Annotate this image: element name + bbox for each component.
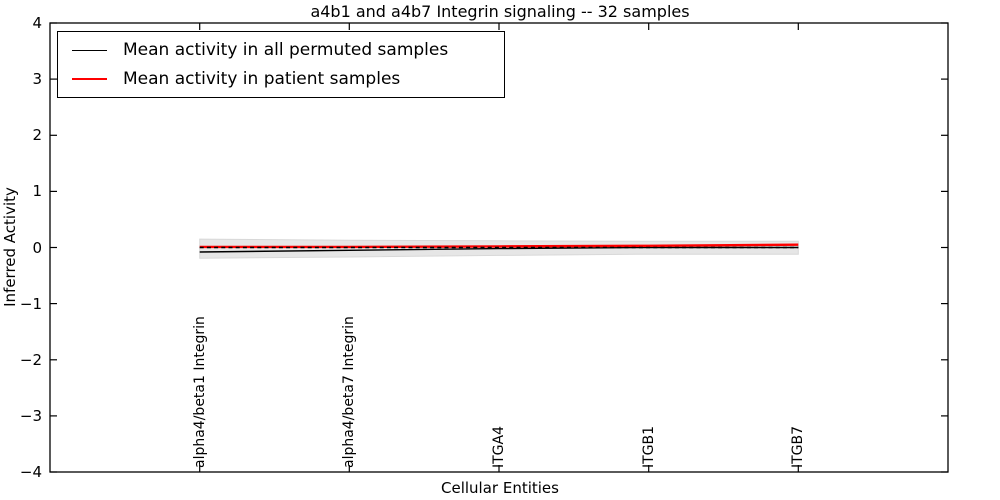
x-tick-label: ITGB7	[790, 425, 806, 468]
chart-title: a4b1 and a4b7 Integrin signaling -- 32 s…	[310, 2, 690, 21]
y-tick-label: −2	[19, 351, 42, 369]
legend-label-permuted: Mean activity in all permuted samples	[123, 40, 449, 61]
legend-entry-patient: Mean activity in patient samples	[72, 69, 504, 89]
legend-entry-permuted: Mean activity in all permuted samples	[72, 40, 504, 60]
x-tick-label: alpha4/beta1 Integrin	[192, 316, 208, 468]
y-tick-label: 0	[32, 239, 42, 257]
legend-line-red	[72, 77, 107, 80]
y-tick-label: −1	[19, 295, 42, 313]
y-tick-label: 4	[32, 14, 42, 32]
x-axis-label: Cellular Entities	[441, 479, 559, 497]
y-tick-label: 1	[32, 182, 42, 200]
legend-line-black	[72, 49, 107, 52]
y-tick-label: 2	[32, 126, 42, 144]
series-line-patient	[199, 243, 799, 249]
x-tick-label: ITGB1	[641, 425, 657, 468]
legend: Mean activity in all permuted samples Me…	[57, 31, 505, 98]
x-tick-label: alpha4/beta7 Integrin	[341, 316, 357, 468]
legend-label-patient: Mean activity in patient samples	[123, 68, 401, 89]
y-tick-label: −3	[19, 407, 42, 425]
plot-frame	[49, 22, 949, 473]
x-tick-label: ITGA4	[491, 425, 507, 468]
y-tick-label: −4	[19, 463, 42, 481]
y-tick-label: 3	[32, 70, 42, 88]
